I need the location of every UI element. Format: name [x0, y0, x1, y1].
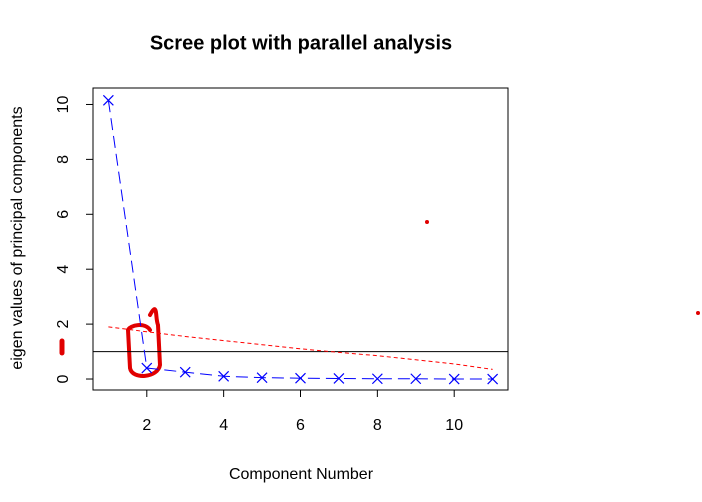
point [102, 94, 114, 106]
y-tick-label: 6 [55, 210, 72, 219]
x-tick-label: 4 [219, 417, 228, 434]
x-axis-label: Component Number [229, 466, 374, 483]
point [487, 373, 499, 385]
annotation-dot [696, 311, 700, 315]
x-tick-label: 2 [142, 417, 151, 434]
y-tick-label: 10 [55, 95, 72, 113]
y-tick-label: 2 [55, 320, 72, 329]
y-tick-label: 8 [55, 155, 72, 164]
point [218, 370, 230, 382]
point [141, 362, 153, 374]
point [371, 373, 383, 385]
y-tick-label: 0 [55, 374, 72, 383]
point [295, 372, 306, 384]
point [333, 373, 345, 384]
x-tick-label: 6 [296, 417, 305, 434]
point [179, 366, 191, 378]
series-line [108, 326, 493, 370]
point [410, 373, 422, 385]
annotation-dot [425, 220, 429, 224]
chart-title: Scree plot with parallel analysis [150, 32, 452, 54]
point [448, 373, 460, 385]
point [256, 372, 268, 384]
y-axis-label: eigen values of principal components [9, 106, 26, 369]
x-tick-label: 10 [445, 417, 463, 434]
x-tick-label: 8 [373, 417, 382, 434]
y-tick-label: 4 [55, 265, 72, 274]
series-line [107, 100, 493, 380]
hand-drawn-circle [125, 307, 163, 378]
plot-frame [92, 87, 509, 391]
